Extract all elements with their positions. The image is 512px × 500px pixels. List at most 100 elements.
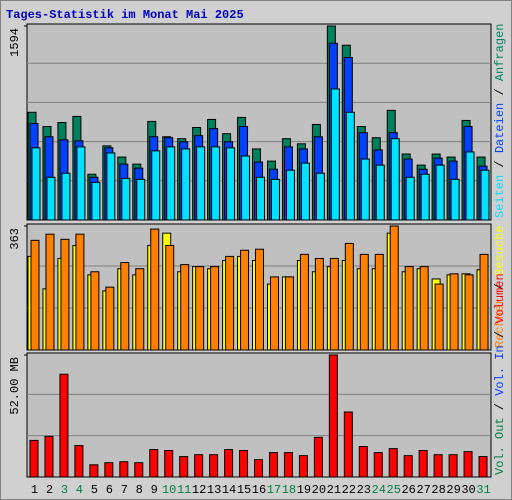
bar (464, 274, 474, 351)
bar (314, 257, 324, 351)
x-tick-label: 19 (297, 483, 311, 497)
x-tick-label: 8 (136, 483, 143, 497)
bar (106, 152, 116, 221)
bar (345, 111, 355, 221)
legend-separator: / (493, 396, 507, 418)
panel (26, 352, 492, 478)
bar (270, 178, 280, 221)
bar (196, 146, 206, 221)
y-tick-label: 52.00 MB (8, 357, 22, 415)
bar (224, 449, 234, 478)
bar (328, 354, 338, 478)
bar (329, 257, 339, 351)
bar (449, 273, 459, 351)
bar (29, 439, 39, 478)
bar (165, 244, 175, 351)
bar (241, 155, 251, 221)
bar (284, 276, 294, 351)
bar (225, 255, 235, 351)
legend-entry: Besuche (493, 226, 507, 276)
bar (164, 449, 174, 478)
bar (30, 239, 40, 351)
legend-entry: Volumen (493, 273, 507, 323)
legend: Vol. Out / Vol. In / Volumen (493, 273, 507, 475)
bar (150, 228, 160, 351)
bar (299, 253, 309, 351)
bar (403, 455, 413, 478)
chart-title: Tages-Statistik im Monat Mai 2025 (6, 8, 244, 22)
bar (344, 242, 354, 351)
legend-entry: Rechner (493, 298, 507, 348)
bar (404, 266, 414, 351)
bar (179, 456, 189, 478)
y-tick-label: 363 (8, 228, 22, 250)
bar (135, 268, 145, 351)
bar (136, 178, 146, 221)
x-tick-label: 1 (31, 483, 38, 497)
x-tick-label: 12 (192, 483, 206, 497)
bar (254, 459, 264, 478)
bar (405, 176, 415, 221)
bar (388, 448, 398, 478)
x-tick-label: 3 (61, 483, 68, 497)
bar (61, 172, 71, 221)
bar (463, 451, 473, 478)
bar (360, 158, 370, 221)
x-tick-label: 26 (401, 483, 415, 497)
legend-separator: / (493, 324, 507, 346)
bar (359, 253, 369, 351)
bar (226, 147, 236, 221)
x-tick-label: 30 (461, 483, 475, 497)
bar (375, 164, 385, 221)
bar (255, 248, 265, 351)
x-tick-label: 31 (476, 483, 490, 497)
x-tick-label: 23 (357, 483, 371, 497)
bar (374, 253, 384, 351)
x-tick-label: 20 (312, 483, 326, 497)
bar (46, 176, 56, 221)
bar (119, 461, 129, 478)
x-tick-label: 24 (372, 483, 386, 497)
x-tick-label: 2 (46, 483, 53, 497)
bar (210, 266, 220, 351)
x-tick-label: 17 (267, 483, 281, 497)
bar (283, 452, 293, 478)
bar (433, 454, 443, 478)
x-tick-label: 16 (252, 483, 266, 497)
x-tick-label: 13 (207, 483, 221, 497)
bar (74, 445, 84, 478)
bar (195, 266, 205, 351)
bar (91, 181, 101, 221)
bar (450, 178, 460, 221)
legend-separator: / (493, 276, 507, 298)
bar (256, 176, 266, 221)
x-tick-label: 14 (222, 483, 236, 497)
legend-separator: / (493, 81, 507, 103)
bar (149, 449, 159, 478)
legend: Rechner / Besuche (493, 226, 507, 348)
bar (181, 148, 191, 221)
bar (448, 454, 458, 478)
x-tick-label: 29 (446, 483, 460, 497)
legend-entry: Seiten (493, 175, 507, 218)
bar (479, 253, 489, 351)
bar (434, 283, 444, 351)
bar (105, 286, 115, 351)
bar (209, 454, 219, 478)
bar (435, 164, 445, 221)
x-tick-label: 4 (76, 483, 83, 497)
x-tick-label: 27 (416, 483, 430, 497)
x-tick-label: 5 (91, 483, 98, 497)
bar (45, 233, 55, 351)
x-tick-label: 28 (431, 483, 445, 497)
x-tick-label: 25 (387, 483, 401, 497)
x-tick-label: 11 (177, 483, 191, 497)
bar (90, 271, 100, 351)
bar (104, 462, 114, 478)
bar (240, 249, 250, 351)
legend-entry: Vol. In (493, 345, 507, 395)
x-tick-label: 9 (151, 483, 158, 497)
bar (180, 264, 190, 351)
legend-separator: / (493, 153, 507, 175)
